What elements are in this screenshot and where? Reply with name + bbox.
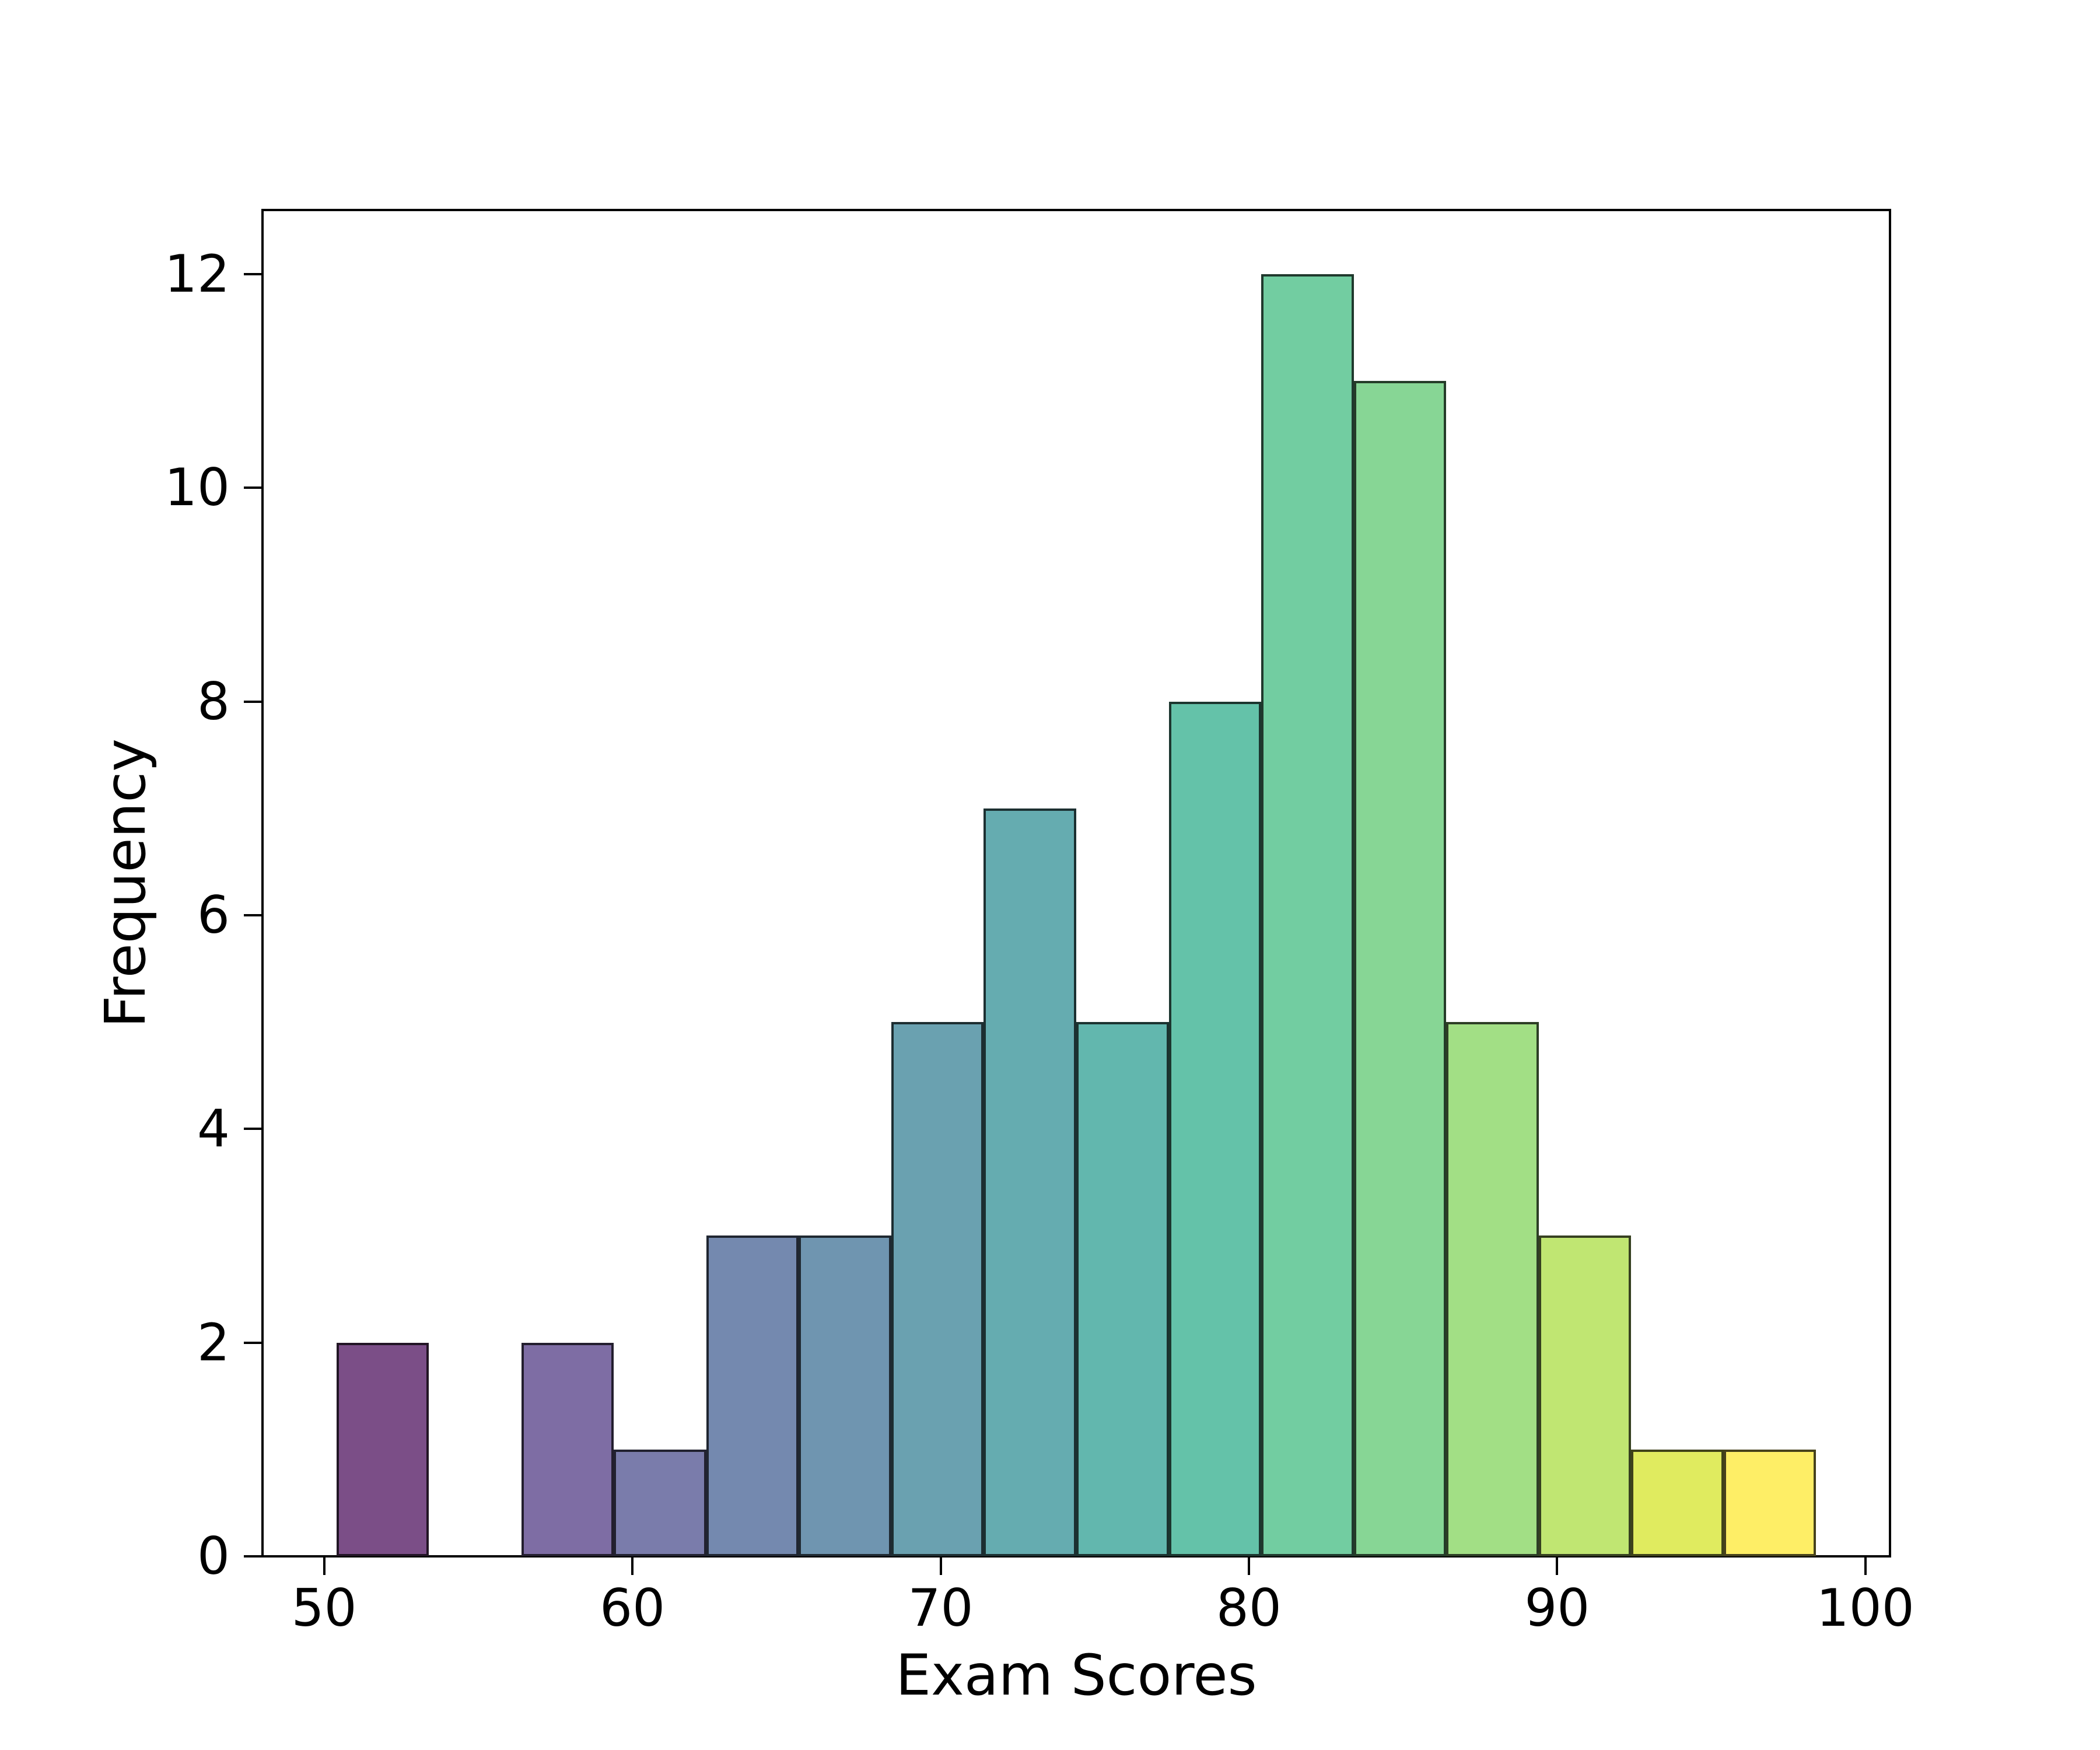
y-axis-label: Frequency bbox=[93, 738, 159, 1028]
plot-area: 50 60 70 80 90 100 0 2 4 6 8 10 12 bbox=[164, 209, 1915, 1634]
x-tick-label-50: 50 bbox=[291, 1578, 357, 1638]
y-axis-tick-0 bbox=[244, 1555, 262, 1558]
histogram-bar-bin-6 bbox=[891, 1022, 984, 1556]
y-axis-tick-12 bbox=[244, 272, 262, 275]
histogram-bar-bin-11 bbox=[1353, 381, 1447, 1556]
y-tick-label-2: 2 bbox=[197, 1312, 230, 1373]
histogram-bar-bin-15 bbox=[1723, 1449, 1817, 1556]
y-axis-tick-4 bbox=[244, 1128, 262, 1130]
y-tick-label-6: 6 bbox=[197, 884, 230, 945]
x-tick-label-60: 60 bbox=[600, 1578, 666, 1638]
y-axis-tick-2 bbox=[244, 1341, 262, 1344]
x-tick-label-80: 80 bbox=[1216, 1578, 1282, 1638]
histogram-bar-bin-13 bbox=[1538, 1236, 1632, 1556]
x-axis-label: Exam Scores bbox=[895, 1643, 1257, 1708]
y-tick-label-10: 10 bbox=[164, 457, 230, 518]
bars-layer bbox=[262, 210, 1890, 1556]
histogram-bar-bin-12 bbox=[1446, 1022, 1539, 1556]
histogram-bar-bin-3 bbox=[614, 1449, 706, 1556]
y-tick-label-0: 0 bbox=[197, 1526, 230, 1586]
y-axis-tick-8 bbox=[244, 700, 262, 703]
histogram-bar-bin-9 bbox=[1168, 701, 1262, 1556]
x-axis-tick-50 bbox=[323, 1556, 326, 1575]
histogram-bar-bin-0 bbox=[336, 1342, 429, 1556]
histogram-bar-bin-10 bbox=[1261, 274, 1354, 1556]
histogram-bar-bin-5 bbox=[799, 1236, 891, 1556]
histogram-bar-bin-8 bbox=[1076, 1022, 1169, 1556]
x-axis-tick-80 bbox=[1247, 1556, 1250, 1575]
x-tick-label-90: 90 bbox=[1524, 1578, 1590, 1638]
x-axis-tick-60 bbox=[631, 1556, 634, 1575]
y-axis-tick-10 bbox=[244, 487, 262, 489]
histogram-bar-bin-14 bbox=[1631, 1449, 1724, 1556]
x-tick-label-100: 100 bbox=[1816, 1578, 1915, 1638]
histogram-bar-bin-7 bbox=[984, 808, 1076, 1556]
y-tick-label-4: 4 bbox=[197, 1098, 230, 1159]
histogram-bar-bin-4 bbox=[706, 1236, 799, 1556]
histogram-bar-bin-2 bbox=[521, 1342, 614, 1556]
y-tick-label-8: 8 bbox=[197, 671, 230, 732]
y-axis-tick-6 bbox=[244, 914, 262, 916]
y-tick-label-12: 12 bbox=[164, 243, 230, 304]
x-tick-label-70: 70 bbox=[908, 1578, 974, 1638]
x-axis-tick-90 bbox=[1556, 1556, 1559, 1575]
x-axis-tick-100 bbox=[1864, 1556, 1867, 1575]
x-axis-tick-70 bbox=[939, 1556, 942, 1575]
